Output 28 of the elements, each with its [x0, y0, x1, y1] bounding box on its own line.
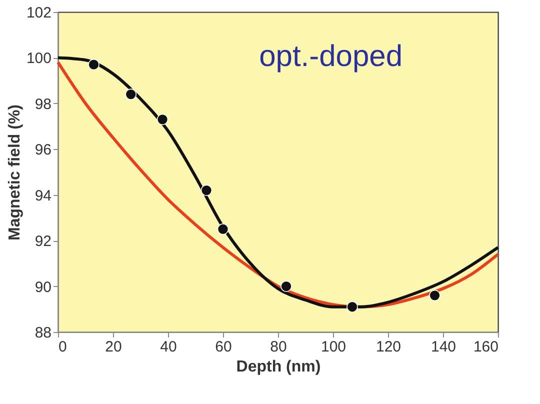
- y-tick-label: 96: [34, 142, 52, 159]
- y-tick-label: 88: [34, 324, 52, 342]
- x-tick-label: 120: [376, 338, 402, 356]
- x-tick-label: 60: [215, 338, 232, 356]
- annotation: opt.-doped: [259, 40, 403, 73]
- x-tick-label: 100: [320, 338, 346, 356]
- x-tick-label: 20: [105, 338, 122, 356]
- y-tick-label: 92: [34, 233, 52, 250]
- x-tick-label: 160: [473, 338, 498, 356]
- x-tick-label: 80: [270, 338, 287, 356]
- point: [125, 88, 137, 100]
- y-tick-label: 90: [34, 278, 52, 296]
- point: [429, 290, 440, 302]
- y-tick-label: 94: [34, 187, 52, 204]
- x-tick-label: 140: [430, 338, 456, 356]
- point: [88, 58, 100, 70]
- y-axis-title: Magnetic field (%): [6, 104, 24, 241]
- y-tick-label: 100: [26, 50, 52, 68]
- x-tick-label: 0: [58, 338, 67, 356]
- point: [280, 280, 292, 292]
- y-tick-label: 98: [34, 96, 52, 113]
- point: [156, 114, 168, 126]
- point: [217, 224, 229, 235]
- x-tick-label: 40: [160, 338, 177, 356]
- y-tick-label: 102: [26, 4, 52, 22]
- point: [346, 301, 358, 312]
- point: [200, 184, 212, 196]
- x-axis-title: Depth (nm): [236, 358, 321, 376]
